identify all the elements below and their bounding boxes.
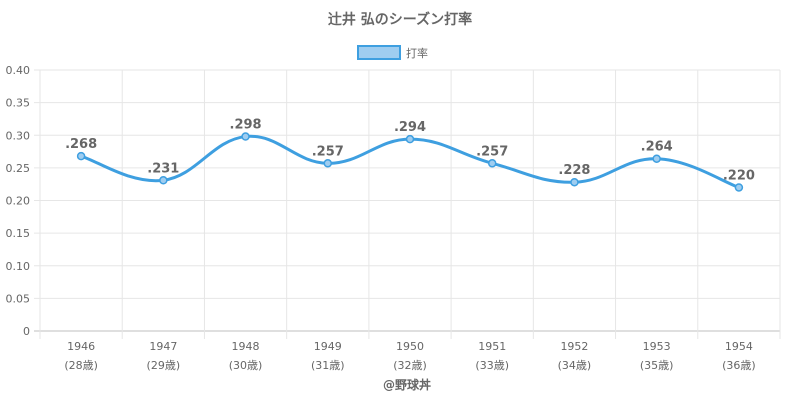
y-tick-label: 0.35 (6, 97, 31, 110)
x-tick-label: 1953 (643, 340, 671, 353)
x-tick-label: 1947 (149, 340, 177, 353)
data-point (734, 183, 744, 192)
data-point (323, 159, 333, 168)
x-tick-label: 1946 (67, 340, 95, 353)
legend[interactable]: 打率 (357, 45, 428, 60)
x-tick-sublabel: (36歳) (722, 359, 756, 372)
x-tick-sublabel: (29歳) (147, 359, 181, 372)
data-label: .257 (312, 144, 344, 159)
x-tick-label: 1951 (478, 340, 506, 353)
series-layer (76, 132, 744, 192)
data-point (159, 176, 168, 185)
x-tick-sublabel: (33歳) (475, 359, 509, 372)
x-tick-sublabel: (34歳) (558, 359, 592, 372)
y-tick-label: 0.10 (6, 260, 31, 273)
x-tick-label: 1950 (396, 340, 424, 353)
data-label: .231 (147, 161, 179, 176)
data-label: .268 (65, 137, 97, 152)
data-labels: .268 .231 .298 .257 .294 .257 .228 .264 .220 (65, 118, 755, 184)
data-label: .264 (641, 140, 673, 155)
data-point (76, 151, 86, 161)
data-point (241, 132, 250, 141)
data-label: .220 (723, 168, 755, 183)
axes: 0 0.05 0.10 0.15 0.20 0.25 0.30 0.35 0.40 1946 (28… (6, 64, 756, 372)
x-tick-sublabel: (30歳) (229, 359, 263, 372)
y-tick-label: 0.05 (6, 292, 31, 305)
x-tick-sublabel: (32歳) (393, 359, 427, 372)
data-label: .257 (476, 144, 508, 159)
legend-swatch (357, 45, 401, 60)
grid (34, 69, 781, 339)
data-label: .228 (558, 163, 590, 178)
data-label: .294 (394, 120, 426, 135)
legend-label: 打率 (406, 46, 428, 60)
data-point (652, 154, 661, 163)
data-point (487, 159, 497, 168)
y-tick-label: 0 (23, 325, 30, 338)
x-tick-sublabel: (35歳) (640, 359, 674, 372)
chart-title: 辻井 弘のシーズン打率 (328, 11, 472, 28)
y-tick-label: 0.15 (6, 227, 31, 240)
x-tick-label: 1948 (232, 340, 260, 353)
y-tick-label: 0.20 (6, 195, 31, 208)
x-tick-label: 1952 (560, 340, 588, 353)
x-tick-label: 1954 (725, 340, 753, 353)
x-tick-sublabel: (28歳) (64, 359, 98, 372)
data-label: .298 (230, 118, 262, 133)
y-tick-label: 0.25 (6, 162, 31, 175)
data-point (405, 134, 415, 144)
x-tick-label: 1949 (314, 340, 342, 353)
x-tick-sublabel: (31歳) (311, 359, 345, 372)
y-tick-label: 0.30 (6, 129, 31, 142)
credit-label: @野球丼 (383, 377, 431, 392)
y-tick-label: 0.40 (6, 64, 31, 77)
data-point (570, 177, 579, 187)
